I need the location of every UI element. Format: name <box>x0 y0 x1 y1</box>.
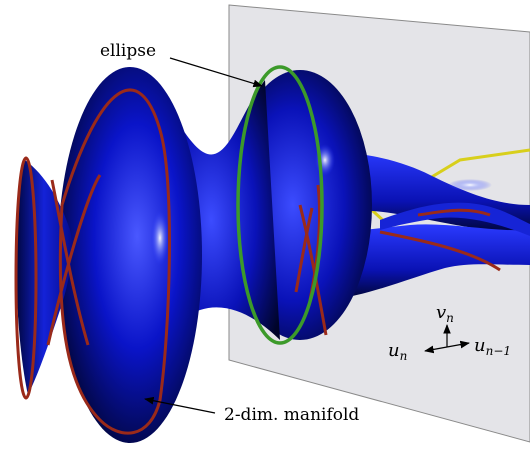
boundary-left-cone <box>14 156 38 400</box>
highlight-arm <box>448 179 492 191</box>
axis-u-left-arrow <box>424 345 448 354</box>
boundary-arm-bottom <box>379 230 501 272</box>
manifold-pointer-arrow <box>144 396 216 414</box>
ellipse-pointer-arrow <box>169 57 263 88</box>
boundary-left-twist <box>58 88 171 435</box>
boundary-arm-fork <box>417 208 491 217</box>
ellipse-curve <box>236 65 324 345</box>
boundary-cross-1 <box>46 174 102 346</box>
boundary-inner-2 <box>294 207 314 293</box>
boundary-cross-2 <box>50 179 90 346</box>
highlight-left <box>151 210 169 266</box>
surface-left-cone <box>16 160 72 395</box>
axes-indicator: vn un un−1 <box>388 302 511 363</box>
axis-v-label: vn <box>436 302 454 325</box>
axis-u-right-label: un−1 <box>474 335 511 358</box>
axis-u-right-arrow <box>446 340 470 349</box>
ellipse-label: ellipse <box>100 41 156 61</box>
boundary-inner-1 <box>298 204 328 336</box>
manifold-label: 2-dim. manifold <box>224 405 359 425</box>
axis-u-left-label: un <box>388 340 407 363</box>
